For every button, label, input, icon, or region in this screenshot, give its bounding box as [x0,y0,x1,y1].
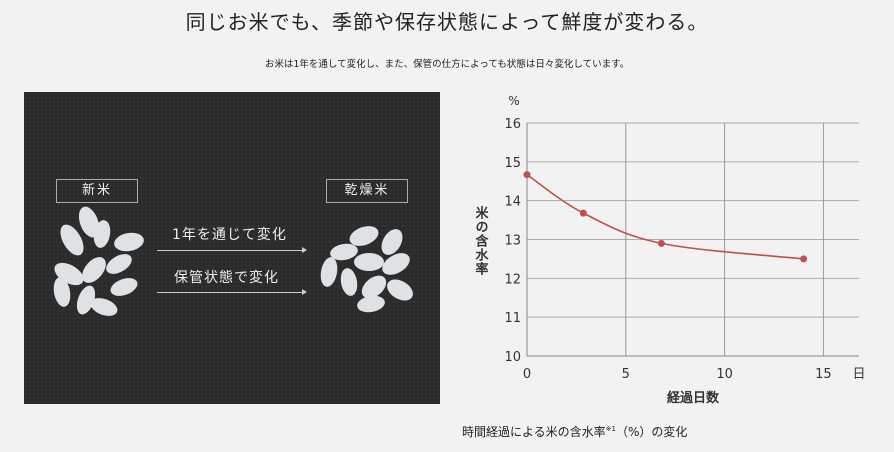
page-subtitle: お米は1年を通して変化し、また、保管の仕方によっても状態は日々変化しています。 [264,59,630,70]
y-tick-label: 12 [504,272,521,287]
data-point [657,239,665,247]
y-axis-label: 米の含水率 [473,205,490,276]
page-title: 同じお米でも、季節や保存状態によって鮮度が変わる。 [185,10,709,34]
series-line [526,173,804,260]
y-tick-label: 15 [504,156,521,171]
caption-footnote: ※1 [605,425,616,433]
arrow-label-year: 1年を通じて変化 [172,227,287,243]
caption-suffix: （%）の変化 [615,425,688,439]
data-point [523,171,531,179]
chart-caption: 時間経過による米の含水率※1（%）の変化 [462,423,687,440]
x-tick-label: 5 [622,367,630,382]
data-point [800,255,808,263]
y-tick-label: 14 [504,195,521,210]
rice-grains [53,206,413,316]
y-tick-label: 11 [504,311,521,326]
caption-text: 時間経過による米の含水率 [462,425,606,439]
x-tick-label: 0 [523,367,531,382]
arrow-right-icon [157,247,307,253]
rice-photo: 新米 乾燥米 1年を通じて変化 保管状態で変化 [24,92,440,404]
x-tick-label: 15 [815,367,832,382]
y-tick-label: 16 [504,117,521,132]
y-tick-label: 13 [504,234,521,249]
data-point [579,209,587,217]
y-unit: % [508,94,519,108]
y-tick-label: 10 [504,350,521,365]
arrow-right-icon [157,289,307,295]
x-tick-label: 10 [716,367,733,382]
arrow-label-storage: 保管状態で変化 [174,270,279,286]
x-axis-label: 経過日数 [667,390,720,406]
x-unit: 日 [852,367,865,382]
label-new-rice: 新米 [56,179,138,203]
label-dry-rice: 乾燥米 [326,179,408,203]
